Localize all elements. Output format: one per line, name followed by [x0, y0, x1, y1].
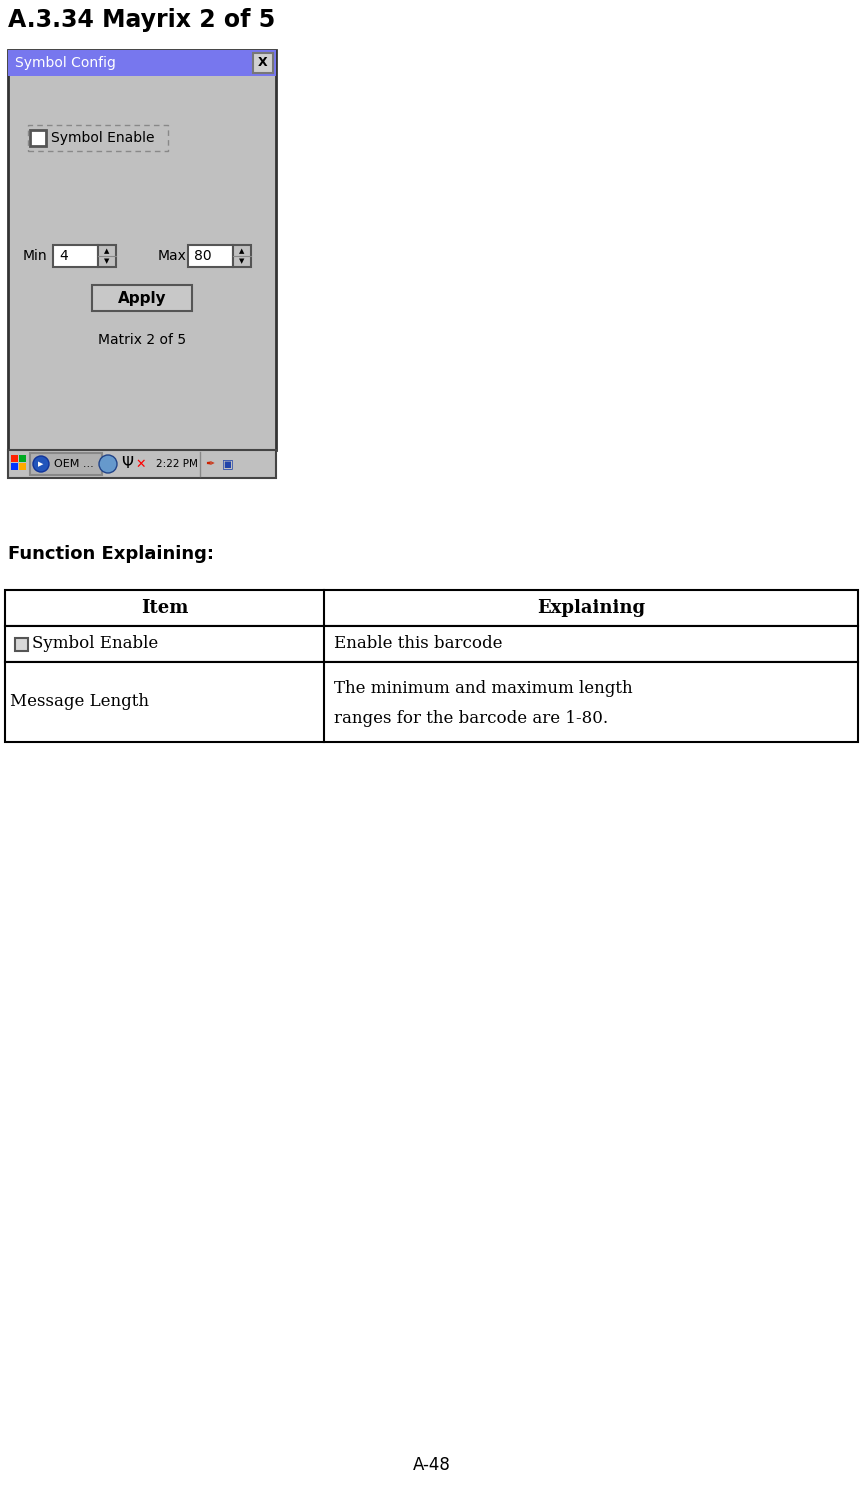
Text: OEM ...: OEM ... [54, 459, 94, 470]
Text: ▼: ▼ [239, 259, 245, 265]
Text: 2:22 PM: 2:22 PM [156, 459, 198, 470]
Text: ✕: ✕ [135, 458, 146, 471]
Text: ▶: ▶ [38, 461, 44, 467]
Text: Matrix 2 of 5: Matrix 2 of 5 [98, 333, 186, 348]
Bar [188, 245, 233, 267]
Bar [5, 626, 858, 661]
Text: ranges for the barcode are 1-80.: ranges for the barcode are 1-80. [334, 710, 608, 727]
Text: Symbol Enable: Symbol Enable [32, 636, 158, 652]
Bar [8, 51, 276, 450]
Bar [8, 51, 276, 76]
Text: X: X [258, 56, 268, 70]
Bar [11, 464, 18, 470]
Text: A.3.34 Mayrix 2 of 5: A.3.34 Mayrix 2 of 5 [8, 7, 275, 33]
Text: Function Explaining:: Function Explaining: [8, 545, 214, 563]
Circle shape [99, 455, 117, 473]
Text: ▣: ▣ [222, 458, 234, 471]
Bar [28, 125, 168, 152]
Bar [53, 245, 98, 267]
Bar [5, 590, 858, 626]
Text: ▲: ▲ [104, 248, 110, 254]
Bar [98, 245, 116, 267]
Text: Ψ: Ψ [121, 456, 133, 471]
Text: ▲: ▲ [239, 248, 245, 254]
Text: Apply: Apply [117, 290, 167, 306]
Bar [19, 455, 26, 462]
Text: Explaining: Explaining [537, 599, 645, 617]
Text: The minimum and maximum length: The minimum and maximum length [334, 681, 633, 697]
Bar [19, 464, 26, 470]
Bar [8, 450, 276, 478]
Bar [30, 129, 46, 146]
Text: ▼: ▼ [104, 259, 110, 265]
Bar [233, 245, 251, 267]
Text: Min: Min [23, 250, 47, 263]
Bar [92, 285, 192, 311]
Text: Symbol Enable: Symbol Enable [51, 131, 154, 146]
Text: 4: 4 [59, 250, 68, 263]
Circle shape [33, 456, 49, 473]
Bar [15, 637, 28, 651]
Bar [5, 661, 858, 742]
Text: Symbol Config: Symbol Config [15, 56, 116, 70]
Bar [11, 455, 18, 462]
Text: 80: 80 [194, 250, 211, 263]
Bar [253, 53, 273, 73]
Text: Message Length: Message Length [10, 694, 149, 710]
Text: Enable this barcode: Enable this barcode [334, 636, 502, 652]
Text: ✒: ✒ [205, 459, 214, 470]
Text: A-48: A-48 [413, 1456, 450, 1474]
Text: Item: Item [141, 599, 188, 617]
Text: Max: Max [158, 250, 187, 263]
Bar [30, 453, 102, 476]
